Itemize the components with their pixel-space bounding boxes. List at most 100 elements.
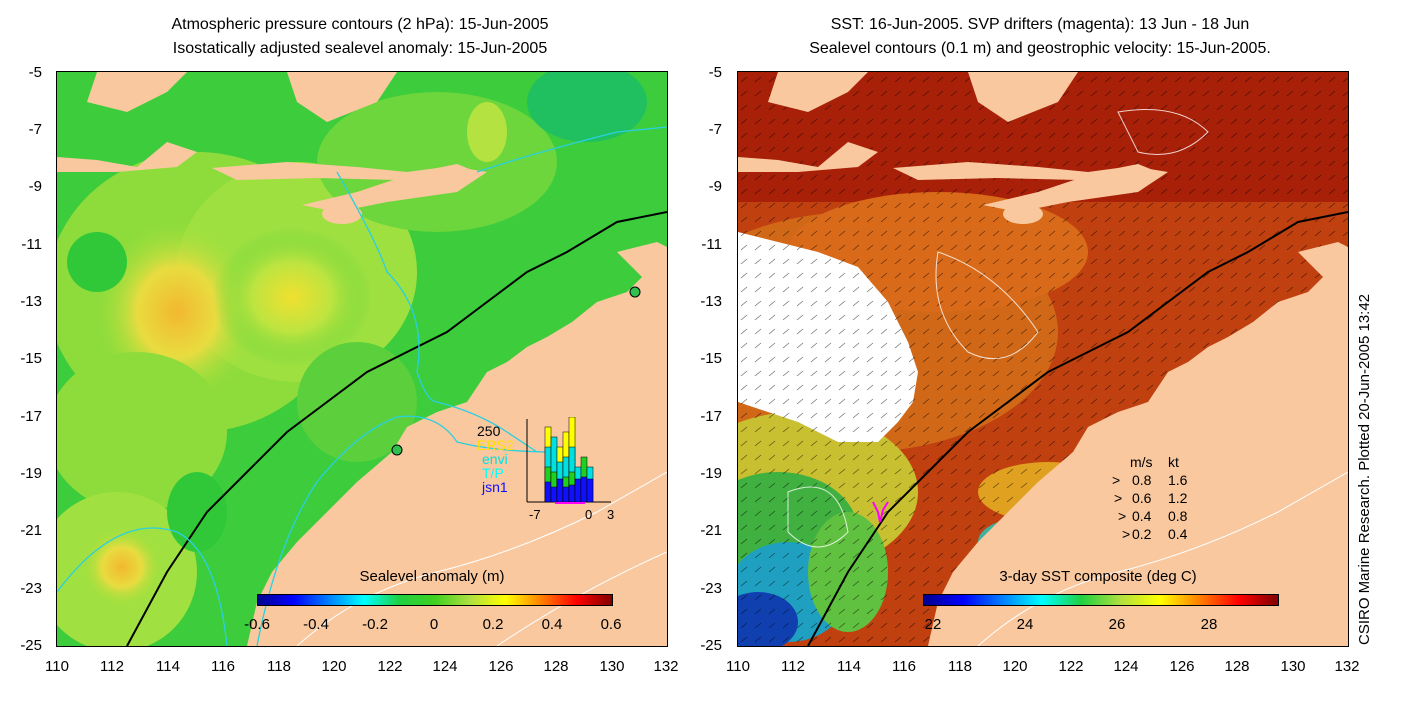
sumba-island xyxy=(322,204,362,224)
left-cbtick-2: -0.4 xyxy=(303,616,329,633)
right-ytick-5: -13 xyxy=(700,293,722,310)
sulawesi-coast xyxy=(287,72,397,122)
left-xtick-7: 122 xyxy=(377,658,403,675)
velocity-legend-ms-3: 0.4 xyxy=(1132,508,1152,524)
right-title-line2: Sealevel contours (0.1 m) and geostrophi… xyxy=(809,40,1271,57)
left-xtick-2: 112 xyxy=(100,658,124,675)
left-ytick-9: -21 xyxy=(20,522,42,539)
inset-xtick-2: 0 xyxy=(585,507,593,522)
right-xtick-2: 112 xyxy=(781,658,805,675)
velocity-legend-ms-2: 0.6 xyxy=(1132,490,1152,506)
new-guinea-coast xyxy=(1298,242,1348,282)
right-xtick-4: 116 xyxy=(892,658,916,675)
left-xtick-11: 130 xyxy=(599,658,625,675)
sea-level-anomaly-field xyxy=(57,72,667,646)
inset-legend-jsn1: jsn1 xyxy=(482,479,508,495)
velocity-legend-ms-4: 0.2 xyxy=(1132,526,1152,542)
left-ytick-3: -9 xyxy=(28,178,42,195)
right-ytick-7: -17 xyxy=(700,408,722,425)
left-cbtick-1: -0.6 xyxy=(244,616,270,633)
left-ytick-11: -25 xyxy=(20,637,42,654)
left-xtick-3: 114 xyxy=(156,658,180,675)
right-ytick-1: -5 xyxy=(708,64,722,81)
velocity-legend-kt-4: 0.4 xyxy=(1168,526,1188,542)
left-cbtick-7: 0.6 xyxy=(600,616,622,633)
java-island xyxy=(57,142,197,172)
inset-legend-tp: T/P xyxy=(482,465,504,481)
right-cbtick-3: 26 xyxy=(1108,616,1126,633)
velocity-legend-ms-1: 0.8 xyxy=(1132,472,1152,488)
velocity-arrow-icon: > xyxy=(1122,526,1131,542)
new-guinea-coast xyxy=(617,242,667,282)
velocity-legend-kt-1: 1.6 xyxy=(1168,472,1188,488)
inset-histogram xyxy=(526,417,611,504)
drifter-track xyxy=(872,501,889,523)
right-xtick-3: 114 xyxy=(837,658,861,675)
velocity-legend-kt-2: 1.2 xyxy=(1168,490,1188,506)
right-xtick-10: 128 xyxy=(1224,658,1250,675)
right-xtick-6: 120 xyxy=(1002,658,1028,675)
left-cbtick-3: -0.2 xyxy=(362,616,388,633)
timor-island xyxy=(983,167,1168,212)
right-ytick-8: -19 xyxy=(700,465,722,482)
left-cbtick-5: 0.2 xyxy=(482,616,504,633)
inset-xtick-1: -7 xyxy=(529,507,541,522)
inset-xtick-3: 3 xyxy=(607,507,615,522)
left-cbtick-6: 0.4 xyxy=(541,616,563,633)
right-cbtick-1: 22 xyxy=(924,616,942,633)
left-xtick-12: 132 xyxy=(653,658,679,675)
velocity-legend-kt-header: kt xyxy=(1168,454,1179,470)
timor-island xyxy=(302,167,487,212)
sumba-island xyxy=(1003,204,1043,224)
left-xtick-1: 110 xyxy=(45,658,69,675)
left-xtick-4: 116 xyxy=(211,658,235,675)
velocity-arrow-icon: > xyxy=(1118,508,1127,524)
right-ytick-4: -11 xyxy=(701,236,722,253)
right-ytick-2: -7 xyxy=(708,121,722,138)
left-colorbar-title: Sealevel anomaly (m) xyxy=(359,568,505,585)
left-ytick-8: -19 xyxy=(20,465,42,482)
sst-field xyxy=(738,72,1348,646)
right-ytick-9: -21 xyxy=(700,522,722,539)
velocity-arrow-icon: > xyxy=(1112,472,1121,488)
left-ytick-5: -13 xyxy=(20,293,42,310)
altimeter-inset: 250 ERS2 envi T/P jsn1 xyxy=(477,417,614,522)
left-ytick-2: -7 xyxy=(28,121,42,138)
right-xtick-7: 122 xyxy=(1058,658,1084,675)
right-ytick-11: -25 xyxy=(700,637,722,654)
right-xtick-5: 118 xyxy=(948,658,972,675)
left-xtick-10: 128 xyxy=(543,658,569,675)
australia-landmass xyxy=(928,272,1348,646)
left-cbtick-4: 0 xyxy=(429,616,439,633)
left-xtick-9: 126 xyxy=(488,658,514,675)
left-ytick-1: -5 xyxy=(28,64,42,81)
right-cbtick-4: 28 xyxy=(1200,616,1218,633)
right-xtick-9: 126 xyxy=(1169,658,1195,675)
left-ytick-7: -17 xyxy=(20,408,42,425)
inset-legend-ers2: ERS2 xyxy=(477,437,514,453)
right-xtick-12: 132 xyxy=(1334,658,1360,675)
left-xtick-5: 118 xyxy=(267,658,291,675)
right-ytick-6: -15 xyxy=(700,350,722,367)
right-cbtick-2: 24 xyxy=(1016,616,1034,633)
right-ytick-3: -9 xyxy=(708,178,722,195)
velocity-arrow-icon: > xyxy=(1114,490,1123,506)
java-island xyxy=(738,142,878,172)
left-xtick-8: 124 xyxy=(432,658,458,675)
left-title-line1: Atmospheric pressure contours (2 hPa): 1… xyxy=(171,16,549,33)
sea-level-anomaly-map[interactable]: 250 ERS2 envi T/P jsn1 xyxy=(56,71,668,647)
right-ytick-10: -23 xyxy=(700,580,722,597)
borneo-coast xyxy=(768,72,868,112)
velocity-legend-kt-3: 0.8 xyxy=(1168,508,1188,524)
right-colorbar xyxy=(923,594,1279,606)
left-ytick-10: -23 xyxy=(20,580,42,597)
left-ytick-4: -11 xyxy=(21,236,42,253)
inset-legend-envi: envi xyxy=(482,451,508,467)
left-xtick-6: 120 xyxy=(321,658,347,675)
right-title-line1: SST: 16-Jun-2005. SVP drifters (magenta)… xyxy=(830,16,1250,33)
left-title-line2: Isostatically adjusted sealevel anomaly:… xyxy=(172,40,548,57)
sulawesi-coast xyxy=(968,72,1078,122)
left-colorbar xyxy=(257,594,613,606)
borneo-coast xyxy=(87,72,187,112)
sst-map[interactable]: m/s kt > 0.8 1.6 > 0.6 1.2 > 0.4 0.8 > 0… xyxy=(737,71,1349,647)
